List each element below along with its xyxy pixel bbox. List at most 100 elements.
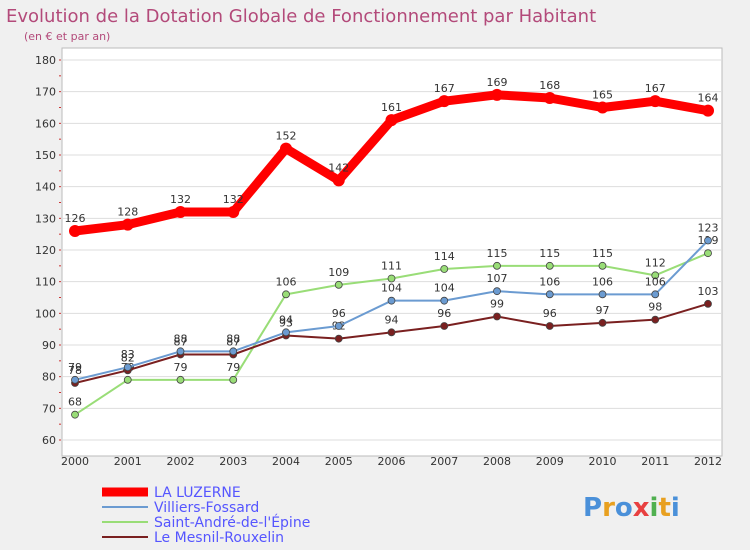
- point-3-2012: [704, 299, 712, 308]
- point-3-2008: [493, 312, 501, 321]
- data-label-3-2010: 97: [596, 304, 610, 317]
- data-label-2-2002: 79: [174, 361, 188, 374]
- data-label-3-2008: 99: [490, 298, 504, 311]
- point-1-2005: [334, 322, 343, 330]
- brand-letter: t: [658, 493, 670, 523]
- data-label-1-2008: 107: [487, 272, 508, 285]
- brand-letter: x: [633, 493, 650, 523]
- y-tick-120: 120: [35, 244, 56, 257]
- data-label-0-2006: 161: [381, 101, 402, 114]
- brand-letter: o: [615, 493, 633, 523]
- point-3-2007: [440, 322, 449, 330]
- series-0: 126 128 132 132 152 142 161 167 169 168 165 167 164: [65, 76, 719, 237]
- y-axis: 60 70 80 90 100 110 120 130 140 150 160 170 180: [35, 54, 61, 447]
- point-0-2004: [280, 142, 292, 155]
- point-2-2005: [334, 280, 343, 289]
- point-0-2007: [438, 95, 451, 108]
- y-minor-tick: [59, 217, 61, 219]
- proxiti-logo: Proxiti: [583, 493, 680, 523]
- point-1-2004: [282, 328, 290, 337]
- y-minor-tick: [59, 75, 61, 77]
- data-label-0-2000: 126: [65, 212, 86, 225]
- data-label-1-2003: 88: [226, 332, 240, 345]
- data-label-1-2011: 106: [645, 275, 666, 288]
- y-minor-tick: [59, 59, 61, 61]
- data-label-1-2000: 79: [68, 361, 82, 374]
- y-tick-70: 70: [42, 402, 56, 415]
- point-3-2006: [387, 328, 396, 337]
- point-1-2006: [387, 296, 396, 305]
- data-label-2-2011: 112: [645, 256, 666, 269]
- point-2-2009: [545, 261, 554, 270]
- y-minor-tick: [59, 376, 61, 378]
- y-minor-tick: [59, 297, 61, 298]
- x-tick-2012: 2012: [694, 455, 722, 468]
- data-label-0-2005: 142: [328, 161, 349, 174]
- point-0-2002: [174, 206, 187, 218]
- data-label-0-2007: 167: [434, 82, 455, 95]
- x-tick-2003: 2003: [219, 455, 247, 468]
- y-tick-170: 170: [35, 86, 56, 99]
- point-1-2007: [440, 296, 449, 305]
- y-minor-tick: [59, 107, 61, 108]
- point-1-2008: [493, 287, 501, 296]
- point-0-2000: [69, 225, 81, 237]
- y-tick-160: 160: [35, 117, 56, 130]
- y-minor-tick: [59, 392, 61, 393]
- data-label-0-2008: 169: [487, 76, 508, 89]
- point-0-2006: [385, 114, 398, 127]
- data-label-1-2010: 106: [592, 275, 613, 288]
- point-2-2002: [176, 375, 185, 384]
- y-minor-tick: [59, 170, 61, 172]
- y-minor-tick: [59, 186, 61, 188]
- data-label-0-2001: 128: [117, 206, 138, 219]
- point-0-2012: [702, 104, 714, 117]
- chart-title: Evolution de la Dotation Globale de Fonc…: [6, 6, 596, 27]
- data-label-2-2009: 115: [539, 247, 560, 260]
- data-label-3-2007: 96: [437, 307, 451, 320]
- point-0-2008: [491, 88, 503, 101]
- x-tick-2005: 2005: [325, 455, 353, 468]
- data-label-0-2012: 164: [698, 92, 719, 105]
- x-tick-2002: 2002: [167, 455, 195, 468]
- data-label-3-2006: 94: [385, 313, 399, 326]
- point-2-2003: [229, 375, 238, 384]
- data-label-1-2001: 83: [121, 348, 135, 361]
- y-minor-tick: [59, 344, 61, 346]
- point-3-2011: [651, 315, 660, 324]
- y-tick-180: 180: [35, 54, 56, 67]
- point-3-2010: [598, 318, 607, 327]
- data-label-2-2006: 111: [381, 260, 402, 273]
- legend-label-2: Saint-André-de-l'Épine: [154, 514, 310, 531]
- y-minor-tick: [59, 122, 61, 124]
- data-label-0-2003: 132: [223, 193, 244, 206]
- point-1-2012: [704, 236, 712, 245]
- x-tick-2006: 2006: [378, 455, 406, 468]
- y-tick-130: 130: [35, 212, 56, 225]
- point-2-2012: [704, 249, 712, 258]
- series-2: 68797979106109111114115115115112119: [68, 234, 719, 419]
- y-tick-90: 90: [42, 339, 56, 352]
- legend-label-3: Le Mesnil-Rouxelin: [154, 530, 284, 546]
- y-minor-tick: [59, 249, 61, 251]
- data-label-2-2008: 115: [487, 247, 508, 260]
- y-minor-tick: [59, 233, 61, 235]
- y-minor-tick: [59, 154, 61, 156]
- y-minor-tick: [59, 360, 61, 362]
- x-tick-2004: 2004: [272, 455, 300, 468]
- point-1-2011: [651, 290, 660, 299]
- point-1-2001: [123, 363, 132, 372]
- legend-label-0: LA LUZERNE: [154, 485, 241, 501]
- y-minor-tick: [59, 407, 61, 409]
- x-tick-2010: 2010: [589, 455, 617, 468]
- point-1-2002: [176, 347, 185, 356]
- y-minor-tick: [59, 439, 61, 441]
- data-label-2-2003: 79: [226, 361, 240, 374]
- y-minor-tick: [59, 423, 61, 425]
- data-label-1-2009: 106: [539, 275, 560, 288]
- point-2-2001: [123, 375, 132, 384]
- x-tick-2009: 2009: [536, 455, 564, 468]
- point-0-2005: [332, 174, 345, 187]
- y-minor-tick: [59, 312, 61, 314]
- point-1-2000: [71, 375, 79, 384]
